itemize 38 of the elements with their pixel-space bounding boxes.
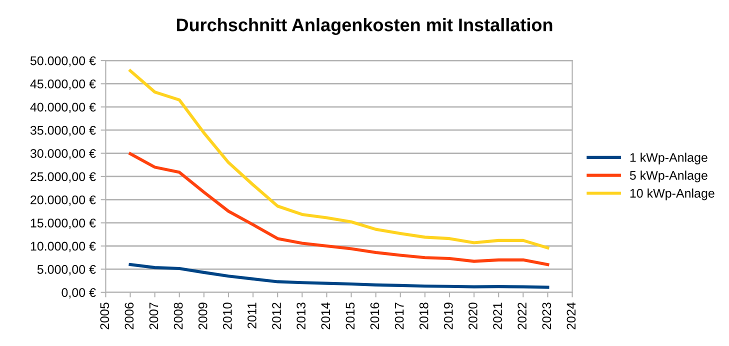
y-tick-label: 0,00 € <box>62 288 96 298</box>
x-tick-label: 2007 <box>149 302 158 330</box>
x-tick-label: 2024 <box>566 302 576 330</box>
x-tick-label: 2011 <box>248 302 256 328</box>
line-series <box>128 69 550 250</box>
y-tick-label: 15.000,00 € <box>30 218 96 229</box>
y-tick-label: 25.000,00 € <box>30 172 96 183</box>
x-tick-label: 2021 <box>493 302 502 330</box>
line-series <box>128 263 550 289</box>
x-tick-label: 2009 <box>198 302 208 330</box>
y-tick-label: 35.000,00 € <box>30 126 96 136</box>
x-tick-label: 2020 <box>468 302 478 330</box>
x-tick-label: 2014 <box>321 302 330 330</box>
y-tick-label: 5.000,00 € <box>37 264 96 276</box>
x-tick-label: 2008 <box>174 302 183 330</box>
x-tick-label: 2023 <box>542 302 552 330</box>
x-tick-label: 2017 <box>394 302 404 330</box>
legend-label: 10 kWp-Anlage <box>630 188 714 200</box>
y-tick-label: 10.000,00 € <box>30 242 96 252</box>
legend-label: 5 kWp-Anlage <box>630 170 708 182</box>
y-tick-label: 30.000,00 € <box>30 149 96 160</box>
y-tick-label: 50.000,00 € <box>30 56 96 67</box>
x-tick-label: 2015 <box>346 302 355 330</box>
x-tick-label: 2005 <box>100 302 110 330</box>
x-tick-label: 2018 <box>419 302 428 330</box>
y-tick-label: 20.000,00 € <box>30 195 96 206</box>
x-tick-label: 2006 <box>124 302 134 330</box>
x-tick-label: 2016 <box>370 302 380 330</box>
y-tick-label: 40.000,00 € <box>30 102 96 114</box>
x-tick-label: 2013 <box>296 302 306 330</box>
y-tick-label: 45.000,00 € <box>30 80 96 90</box>
x-tick-label: 2019 <box>444 302 453 330</box>
x-tick-label: 2012 <box>272 302 281 330</box>
chart-title: Durchschnitt Anlagenkosten mit Installation <box>176 18 552 35</box>
line-series <box>128 152 550 266</box>
x-tick-label: 2010 <box>222 302 232 330</box>
x-tick-label: 2022 <box>518 302 527 330</box>
legend-label: 1 kWp-Anlage <box>630 152 708 164</box>
